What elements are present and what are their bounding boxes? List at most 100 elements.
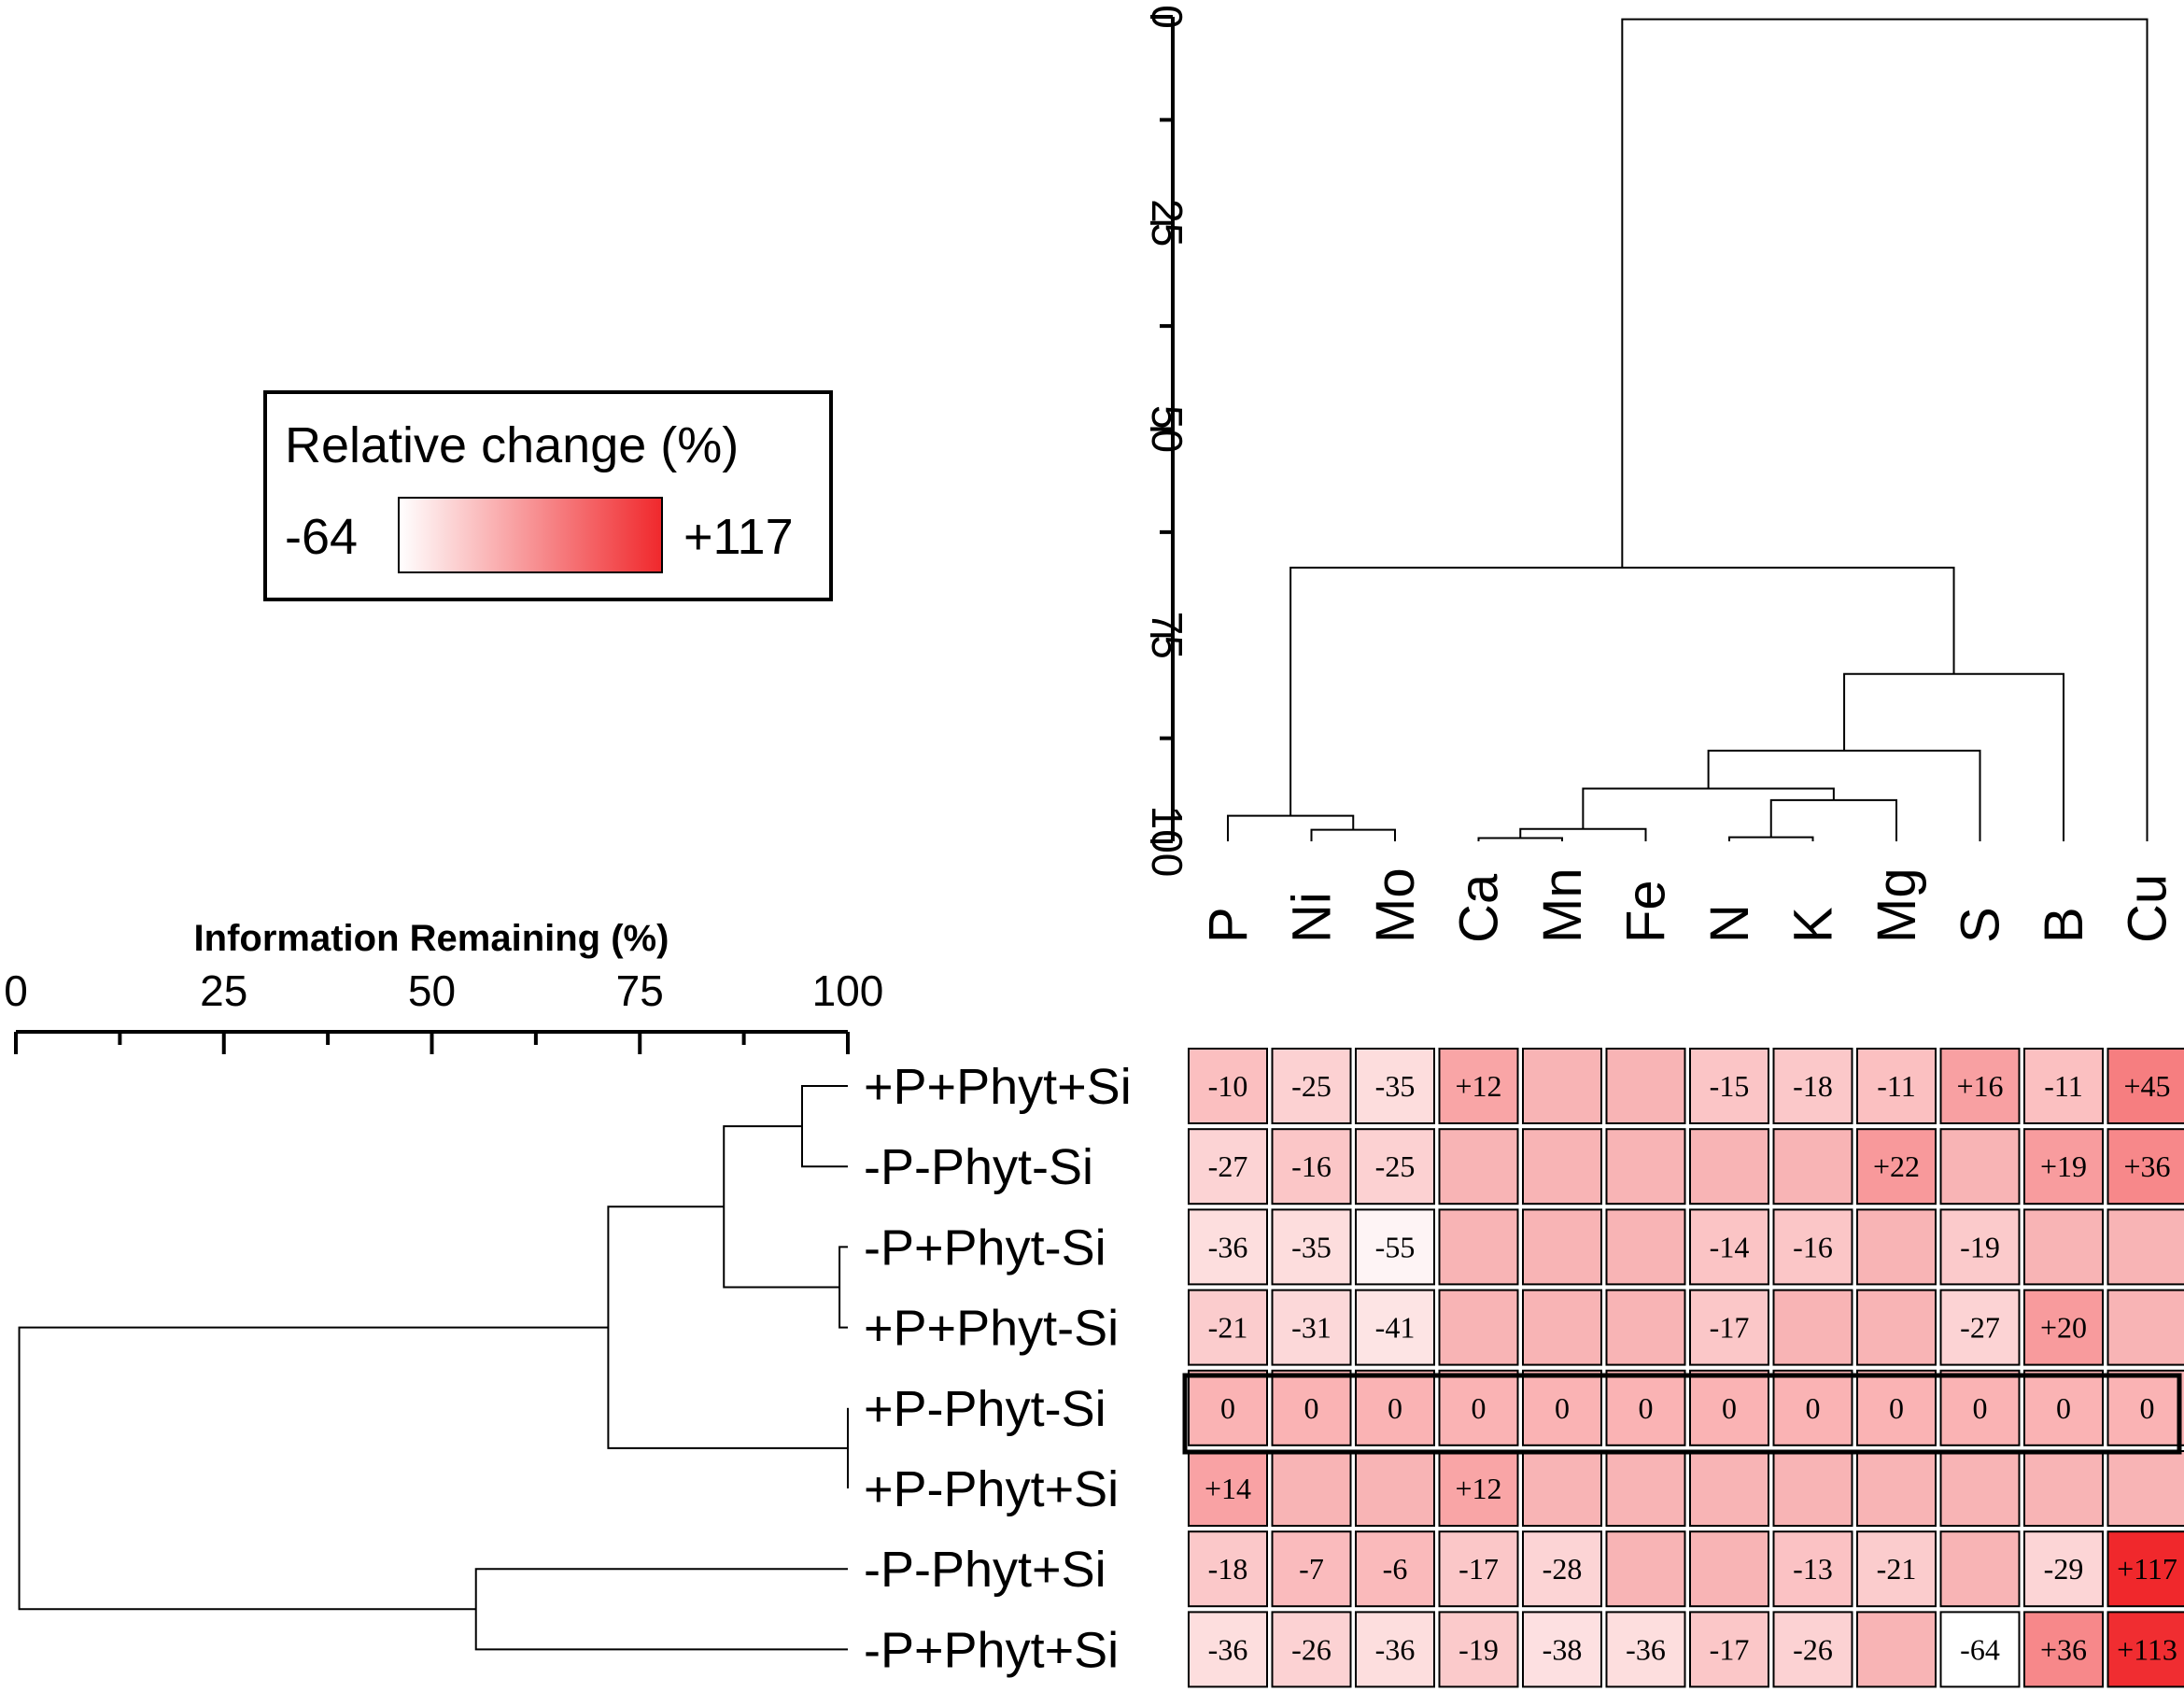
heatmap-cell: 0 [1856, 1369, 1937, 1446]
heatmap-cell-fill [2023, 1530, 2104, 1608]
column-label-p: P [1198, 907, 1259, 943]
heatmap-cell-label: -18 [1208, 1552, 1248, 1586]
heatmap-cell-fill [1856, 1530, 1937, 1608]
heatmap-cell-fill [1689, 1450, 1769, 1527]
row-dendrogram-link [838, 1246, 848, 1329]
column-axis-tick-label: 25 [1143, 199, 1191, 247]
heatmap-cell-label: -27 [1208, 1149, 1248, 1183]
heatmap-cell-label: -25 [1291, 1069, 1332, 1103]
row-label-minus-pminus-phytminus-si: -P-Phyt-Si [864, 1139, 1093, 1195]
column-dendrogram-links [1227, 18, 2149, 841]
heatmap-cell [1856, 1208, 1937, 1286]
heatmap-cell-label: -27 [1960, 1311, 2000, 1345]
heatmap-cell: +117 [2107, 1530, 2184, 1608]
heatmap-cell-label: -36 [1626, 1632, 1666, 1666]
heatmap-cell [1772, 1450, 1853, 1527]
heatmap-cell-fill [1188, 1611, 1268, 1688]
heatmap-cell: -16 [1772, 1208, 1853, 1286]
heatmap-cell [1605, 1048, 1686, 1124]
row-dendrogram-link [607, 1205, 848, 1449]
heatmap-cell-label: +14 [1205, 1472, 1251, 1505]
color-legend: Relative change (%) -64 +117 [263, 390, 833, 601]
heatmap-cell-label: 0 [2140, 1391, 2155, 1425]
heatmap-cell-fill [1689, 1530, 1769, 1608]
heatmap-cell [1939, 1128, 2021, 1205]
heatmap-cell-label: -35 [1291, 1230, 1332, 1263]
heatmap-cell-fill [1271, 1369, 1352, 1446]
heatmap-cell-fill [1939, 1369, 2021, 1446]
heatmap-cell-fill [1605, 1128, 1686, 1205]
heatmap-cell [1522, 1048, 1602, 1124]
column-dendrogram-link [1289, 566, 1955, 816]
row-label-minus-pminus-phytplusminus-si: -P-Phyt+Si [864, 1542, 1106, 1598]
heatmap-cell: 0 [1522, 1369, 1602, 1446]
heatmap-cell-fill [1605, 1048, 1686, 1124]
heatmap-cell: -17 [1689, 1289, 1769, 1366]
row-axis-tick-label: 0 [4, 966, 28, 1015]
heatmap-cell: -25 [1271, 1048, 1352, 1124]
row-label-plusminus-pplusminus-phytplusminus-si: +P+Phyt+Si [864, 1059, 1132, 1115]
heatmap-cell-fill [1522, 1289, 1602, 1366]
heatmap-cell: -17 [1689, 1611, 1769, 1688]
heatmap-cell-fill [1939, 1530, 2021, 1608]
heatmap-cell-label: -14 [1710, 1230, 1750, 1263]
heatmap-cell-label: -21 [1208, 1311, 1248, 1345]
heatmap-cell-fill [1772, 1128, 1853, 1205]
heatmap-cell-label: -11 [1877, 1069, 1915, 1103]
heatmap-cell-fill [1856, 1450, 1937, 1527]
heatmap-cell-fill [1772, 1530, 1853, 1608]
row-dendrogram: Information Remaining (%) 0 25 50 75 100 [4, 918, 883, 1651]
column-label-mo: Mo [1365, 867, 1426, 943]
heatmap-cell [2023, 1208, 2104, 1286]
row-dendrogram-link [723, 1125, 840, 1289]
heatmap-cell-fill [1355, 1128, 1435, 1205]
heatmap-cell-fill [1522, 1450, 1602, 1527]
heatmap-cell-label: -13 [1793, 1552, 1833, 1586]
heatmap-cell: -11 [2023, 1048, 2104, 1124]
heatmap-cell-label: +113 [2117, 1632, 2177, 1666]
heatmap-cell-fill [1856, 1128, 1937, 1205]
heatmap-cell [1271, 1450, 1352, 1527]
heatmap-cell: +36 [2023, 1611, 2104, 1688]
heatmap-cell-fill [1772, 1208, 1853, 1286]
heatmap-cell-label: -17 [1458, 1552, 1499, 1586]
column-dendrogram-link [1477, 837, 1563, 841]
heatmap-cell-fill [1522, 1128, 1602, 1205]
heatmap-cell: +45 [2107, 1048, 2184, 1124]
heatmap-cell-fill [2107, 1048, 2184, 1124]
heatmap-cell-fill [1522, 1369, 1602, 1446]
heatmap-cell-label: 0 [1472, 1391, 1487, 1425]
heatmap-cell: 0 [1188, 1369, 1268, 1446]
heatmap-cell-label: -29 [2044, 1552, 2084, 1586]
heatmap-cell [1522, 1128, 1602, 1205]
heatmap-cell-fill [2023, 1611, 2104, 1688]
heatmap-cell-label: -55 [1375, 1230, 1416, 1263]
heatmap-cell-fill [1438, 1369, 1519, 1446]
heatmap-cell: 0 [1605, 1369, 1686, 1446]
heatmap-cell-label: 0 [1973, 1391, 1988, 1425]
heatmap-cell-fill [1188, 1128, 1268, 1205]
heatmap-cell-label: -21 [1877, 1552, 1917, 1586]
heatmap-cell-label: +22 [1873, 1149, 1920, 1183]
column-dendrogram-link [1227, 814, 1355, 841]
row-dendrogram-axis-title: Information Remaining (%) [194, 918, 669, 959]
heatmap-cell-fill [2107, 1128, 2184, 1205]
heatmap-cell-label: +36 [2123, 1149, 2170, 1183]
heatmap-cell-label: -16 [1291, 1149, 1332, 1183]
column-dendrogram-link [1621, 18, 2149, 841]
heatmap-cell [1438, 1208, 1519, 1286]
heatmap-cell: -15 [1689, 1048, 1769, 1124]
column-label-ni: Ni [1282, 892, 1343, 943]
heatmap-cell-label: -64 [1960, 1632, 2000, 1666]
heatmap-cell-label: 0 [1722, 1391, 1737, 1425]
heatmap-cell: 0 [1772, 1369, 1853, 1446]
heatmap-cell-fill [1271, 1611, 1352, 1688]
heatmap-cell-fill [1605, 1611, 1686, 1688]
heatmap-cell-fill [1271, 1208, 1352, 1286]
heatmap-cell-label: 0 [1555, 1391, 1570, 1425]
legend-max-label: +117 [683, 509, 794, 565]
heatmap-cell-fill [1188, 1289, 1268, 1366]
column-axis-tick-label: 0 [1143, 5, 1191, 29]
heatmap-cell-fill [1355, 1048, 1435, 1124]
